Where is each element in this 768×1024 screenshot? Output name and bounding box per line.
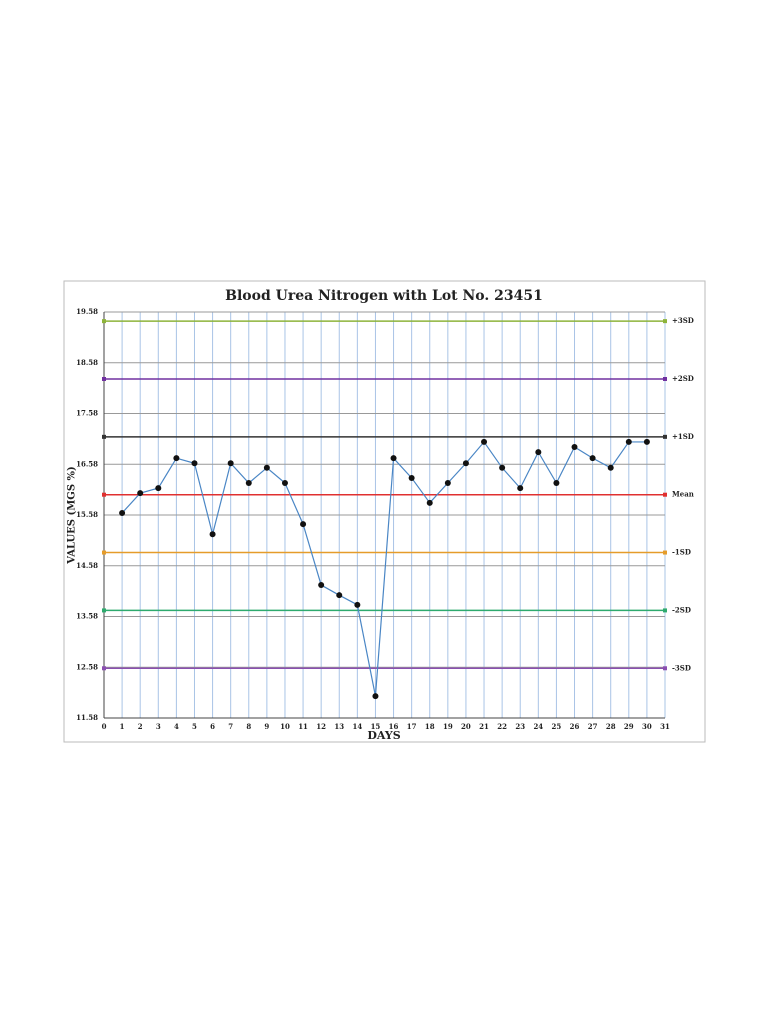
x-tick-label: 24: [533, 722, 543, 731]
reference-marker: [102, 666, 106, 671]
chart-frame: [63, 280, 706, 743]
y-tick-label: 13.58: [76, 612, 98, 621]
x-tick-label: 10: [280, 722, 290, 731]
reference-marker: [663, 492, 667, 497]
x-tick-label: 13: [334, 722, 344, 731]
reference-label: Mean: [672, 490, 694, 499]
data-point: [499, 464, 506, 471]
x-tick-label: 26: [570, 722, 580, 731]
reference-marker: [663, 376, 667, 381]
data-point: [227, 460, 234, 467]
y-tick-label: 15.58: [76, 510, 98, 519]
data-point: [263, 464, 270, 471]
reference-marker: [102, 319, 106, 324]
reference-label: +1SD: [672, 432, 694, 441]
x-tick-label: 30: [642, 722, 652, 731]
reference-marker: [663, 666, 667, 671]
data-point: [155, 485, 162, 492]
x-tick-label: 18: [425, 722, 435, 731]
x-tick-label: 2: [138, 722, 143, 731]
reference-marker: [102, 492, 106, 497]
x-tick-label: 17: [407, 722, 417, 731]
series-line: [121, 440, 647, 697]
reference-marker: [102, 376, 106, 381]
x-tick-label: 5: [192, 722, 197, 731]
x-tick-label: 1: [120, 722, 125, 731]
reference-label: -3SD: [672, 663, 691, 672]
x-tick-label: 8: [246, 722, 251, 731]
x-tick-label: 16: [389, 722, 399, 731]
reference-marker: [102, 608, 106, 613]
data-point: [444, 480, 451, 487]
x-tick-label: 4: [174, 722, 179, 731]
data-point: [517, 485, 524, 492]
x-tick-label: 22: [497, 722, 507, 731]
data-point: [571, 443, 578, 450]
data-point: [553, 480, 560, 487]
x-tick-label: 12: [316, 722, 326, 731]
data-point: [300, 521, 307, 528]
x-tick-label: 25: [552, 722, 562, 731]
y-tick-label: 11.58: [76, 713, 98, 722]
reference-marker: [663, 608, 667, 613]
x-tick-label: 19: [443, 722, 453, 731]
data-point: [137, 490, 144, 497]
data-point: [245, 480, 252, 487]
reference-label: +2SD: [672, 374, 694, 383]
x-tick-label: 28: [606, 722, 616, 731]
x-tick-label: 7: [228, 722, 233, 731]
y-tick-label: 12.58: [76, 662, 98, 671]
reference-marker: [102, 550, 106, 555]
x-tick-label: 29: [624, 722, 634, 731]
data-point: [191, 460, 198, 467]
data-point: [209, 531, 216, 538]
x-axis-title: DAYS: [367, 729, 400, 742]
x-tick-label: 27: [588, 722, 598, 731]
data-point: [408, 474, 415, 481]
y-tick-label: 14.58: [76, 561, 98, 570]
data-point: [426, 499, 433, 506]
reference-marker: [102, 434, 106, 439]
reference-label: +3SD: [672, 316, 694, 325]
data-point: [643, 438, 650, 445]
data-point: [535, 449, 542, 456]
data-point: [625, 438, 632, 445]
x-tick-label: 6: [210, 722, 215, 731]
data-point: [589, 455, 596, 462]
chart-title: Blood Urea Nitrogen with Lot No. 23451: [225, 288, 543, 304]
x-tick-label: 20: [461, 722, 471, 731]
reference-marker: [663, 434, 667, 439]
x-tick-label: 9: [264, 722, 269, 731]
reference-label: -2SD: [672, 605, 691, 614]
x-tick-label: 11: [298, 722, 308, 731]
y-tick-label: 19.58: [76, 307, 98, 316]
data-point: [390, 455, 397, 462]
data-point: [462, 460, 469, 467]
data-point: [318, 582, 325, 589]
data-point: [481, 438, 488, 445]
data-point: [607, 464, 614, 471]
reference-label: -1SD: [672, 548, 691, 557]
data-point: [173, 455, 180, 462]
data-point: [119, 509, 126, 516]
data-point: [336, 592, 343, 599]
y-tick-label: 16.58: [76, 459, 98, 468]
x-tick-label: 31: [660, 722, 670, 731]
x-tick-label: 14: [352, 722, 362, 731]
x-tick-label: 23: [515, 722, 525, 731]
data-point: [281, 480, 288, 487]
reference-marker: [663, 319, 667, 324]
reference-marker: [663, 550, 667, 555]
x-tick-label: 15: [371, 722, 381, 731]
y-tick-label: 18.58: [76, 358, 98, 367]
x-tick-label: 3: [156, 722, 161, 731]
y-tick-label: 17.58: [76, 409, 98, 418]
data-point: [354, 601, 361, 608]
x-tick-label: 21: [479, 722, 489, 731]
data-point: [372, 693, 379, 700]
x-tick-label: 0: [102, 722, 107, 731]
y-axis-title: VALUES (MGS %): [67, 466, 78, 565]
